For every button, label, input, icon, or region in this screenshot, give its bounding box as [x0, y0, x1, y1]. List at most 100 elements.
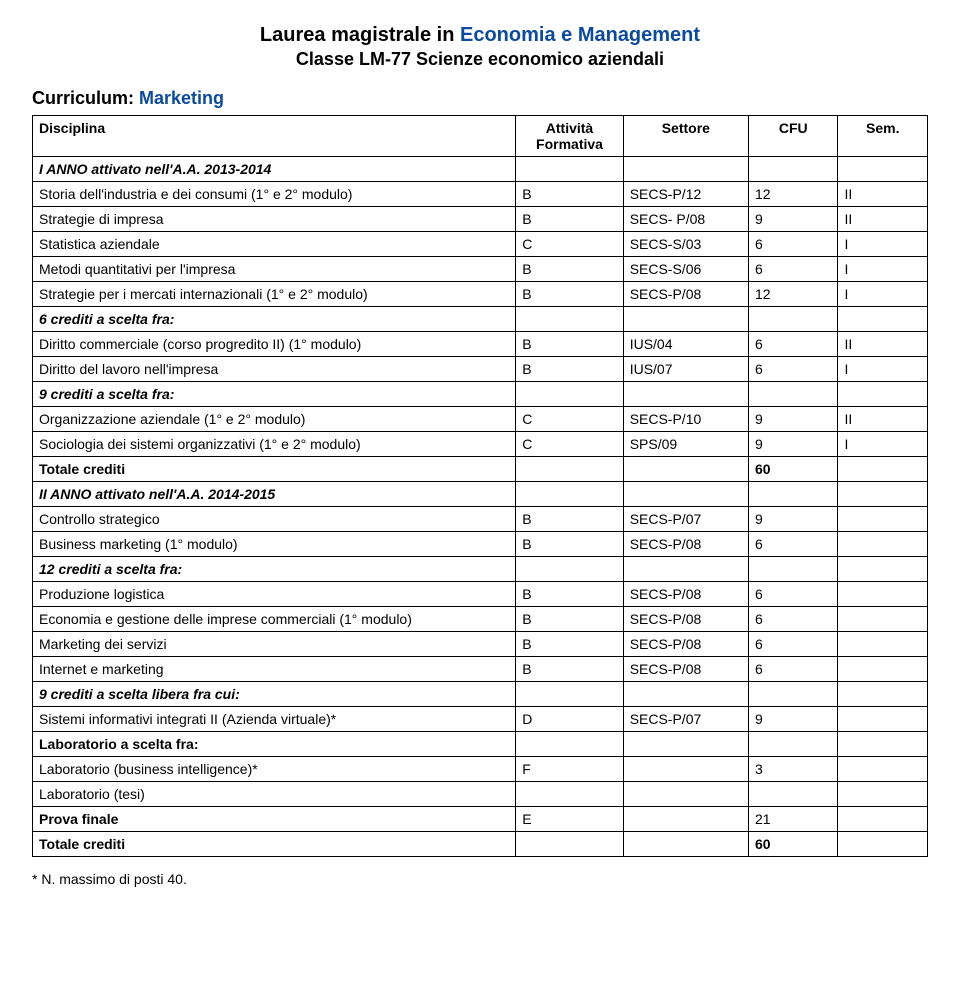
- table-cell: Storia dell'industria e dei consumi (1° …: [33, 182, 516, 207]
- table-cell: [623, 757, 748, 782]
- table-cell: [748, 157, 838, 182]
- table-cell: SPS/09: [623, 432, 748, 457]
- table-cell: 3: [748, 757, 838, 782]
- table-cell: SECS-P/08: [623, 582, 748, 607]
- table-cell: [623, 457, 748, 482]
- table-cell: D: [516, 707, 623, 732]
- table-cell: SECS-P/08: [623, 532, 748, 557]
- title-highlight: Economia e Management: [460, 24, 700, 46]
- table-cell: 9: [748, 432, 838, 457]
- table-row: Storia dell'industria e dei consumi (1° …: [33, 182, 928, 207]
- table-cell: B: [516, 332, 623, 357]
- table-cell: B: [516, 257, 623, 282]
- table-cell: Statistica aziendale: [33, 232, 516, 257]
- table-cell: [838, 532, 928, 557]
- table-cell: Organizzazione aziendale (1° e 2° modulo…: [33, 407, 516, 432]
- table-row: Statistica aziendaleCSECS-S/036I: [33, 232, 928, 257]
- header-disciplina: Disciplina: [33, 116, 516, 157]
- table-row: Strategie per i mercati internazionali (…: [33, 282, 928, 307]
- table-cell: [516, 732, 623, 757]
- table-row: Metodi quantitativi per l'impresaBSECS-S…: [33, 257, 928, 282]
- table-row: Sociologia dei sistemi organizzativi (1°…: [33, 432, 928, 457]
- table-cell: I: [838, 357, 928, 382]
- table-cell: SECS-P/07: [623, 707, 748, 732]
- table-cell: [748, 382, 838, 407]
- table-cell: B: [516, 532, 623, 557]
- table-cell: II: [838, 207, 928, 232]
- table-cell: B: [516, 582, 623, 607]
- table-row: Strategie di impresaBSECS- P/089II: [33, 207, 928, 232]
- table-cell: B: [516, 182, 623, 207]
- table-cell: SECS-P/08: [623, 607, 748, 632]
- table-row: Laboratorio (business intelligence)*F3: [33, 757, 928, 782]
- table-cell: SECS-P/07: [623, 507, 748, 532]
- table-cell: [623, 732, 748, 757]
- table-cell: 6: [748, 257, 838, 282]
- table-row: Controllo strategicoBSECS-P/079: [33, 507, 928, 532]
- table-cell: [623, 157, 748, 182]
- table-cell: I: [838, 282, 928, 307]
- table-cell: 6 crediti a scelta fra:: [33, 307, 516, 332]
- title-subtitle: Classe LM-77 Scienze economico aziendali: [32, 49, 928, 70]
- table-cell: I ANNO attivato nell'A.A. 2013-2014: [33, 157, 516, 182]
- table-cell: [838, 732, 928, 757]
- table-row: Laboratorio a scelta fra:: [33, 732, 928, 757]
- title-block: Laurea magistrale in Economia e Manageme…: [32, 24, 928, 70]
- table-cell: 9: [748, 707, 838, 732]
- table-cell: [838, 382, 928, 407]
- table-cell: [838, 657, 928, 682]
- curriculum-value: Marketing: [139, 88, 224, 108]
- table-row: 12 crediti a scelta fra:: [33, 557, 928, 582]
- table-cell: [623, 807, 748, 832]
- table-row: Economia e gestione delle imprese commer…: [33, 607, 928, 632]
- table-cell: [516, 482, 623, 507]
- table-cell: 60: [748, 832, 838, 857]
- table-cell: 9 crediti a scelta fra:: [33, 382, 516, 407]
- table-cell: [838, 832, 928, 857]
- table-cell: 6: [748, 232, 838, 257]
- table-cell: Metodi quantitativi per l'impresa: [33, 257, 516, 282]
- table-cell: [516, 382, 623, 407]
- table-cell: [748, 782, 838, 807]
- header-sem: Sem.: [838, 116, 928, 157]
- table-body: I ANNO attivato nell'A.A. 2013-2014Stori…: [33, 157, 928, 857]
- table-cell: [623, 557, 748, 582]
- table-cell: 21: [748, 807, 838, 832]
- table-cell: Strategie di impresa: [33, 207, 516, 232]
- table-cell: [838, 582, 928, 607]
- table-row: II ANNO attivato nell'A.A. 2014-2015: [33, 482, 928, 507]
- table-cell: [623, 682, 748, 707]
- table-cell: Controllo strategico: [33, 507, 516, 532]
- table-cell: Laboratorio (business intelligence)*: [33, 757, 516, 782]
- table-cell: [623, 307, 748, 332]
- table-cell: IUS/07: [623, 357, 748, 382]
- table-cell: IUS/04: [623, 332, 748, 357]
- header-cfu: CFU: [748, 116, 838, 157]
- table-cell: [748, 557, 838, 582]
- table-cell: SECS-P/10: [623, 407, 748, 432]
- table-cell: Totale crediti: [33, 832, 516, 857]
- table-cell: [623, 832, 748, 857]
- table-row: 9 crediti a scelta libera fra cui:: [33, 682, 928, 707]
- table-cell: Totale crediti: [33, 457, 516, 482]
- table-cell: [623, 782, 748, 807]
- table-row: I ANNO attivato nell'A.A. 2013-2014: [33, 157, 928, 182]
- table-cell: B: [516, 507, 623, 532]
- table-cell: 9: [748, 207, 838, 232]
- table-cell: [623, 482, 748, 507]
- table-cell: [838, 157, 928, 182]
- table-cell: SECS-P/08: [623, 632, 748, 657]
- table-cell: C: [516, 232, 623, 257]
- table-cell: Laboratorio a scelta fra:: [33, 732, 516, 757]
- table-row: Produzione logisticaBSECS-P/086: [33, 582, 928, 607]
- table-cell: [838, 507, 928, 532]
- table-cell: Diritto commerciale (corso progredito II…: [33, 332, 516, 357]
- table-cell: 9: [748, 407, 838, 432]
- table-cell: SECS-S/06: [623, 257, 748, 282]
- table-cell: [838, 482, 928, 507]
- table-cell: Business marketing (1° modulo): [33, 532, 516, 557]
- table-cell: 6: [748, 632, 838, 657]
- table-cell: B: [516, 357, 623, 382]
- table-cell: [748, 732, 838, 757]
- table-cell: [838, 707, 928, 732]
